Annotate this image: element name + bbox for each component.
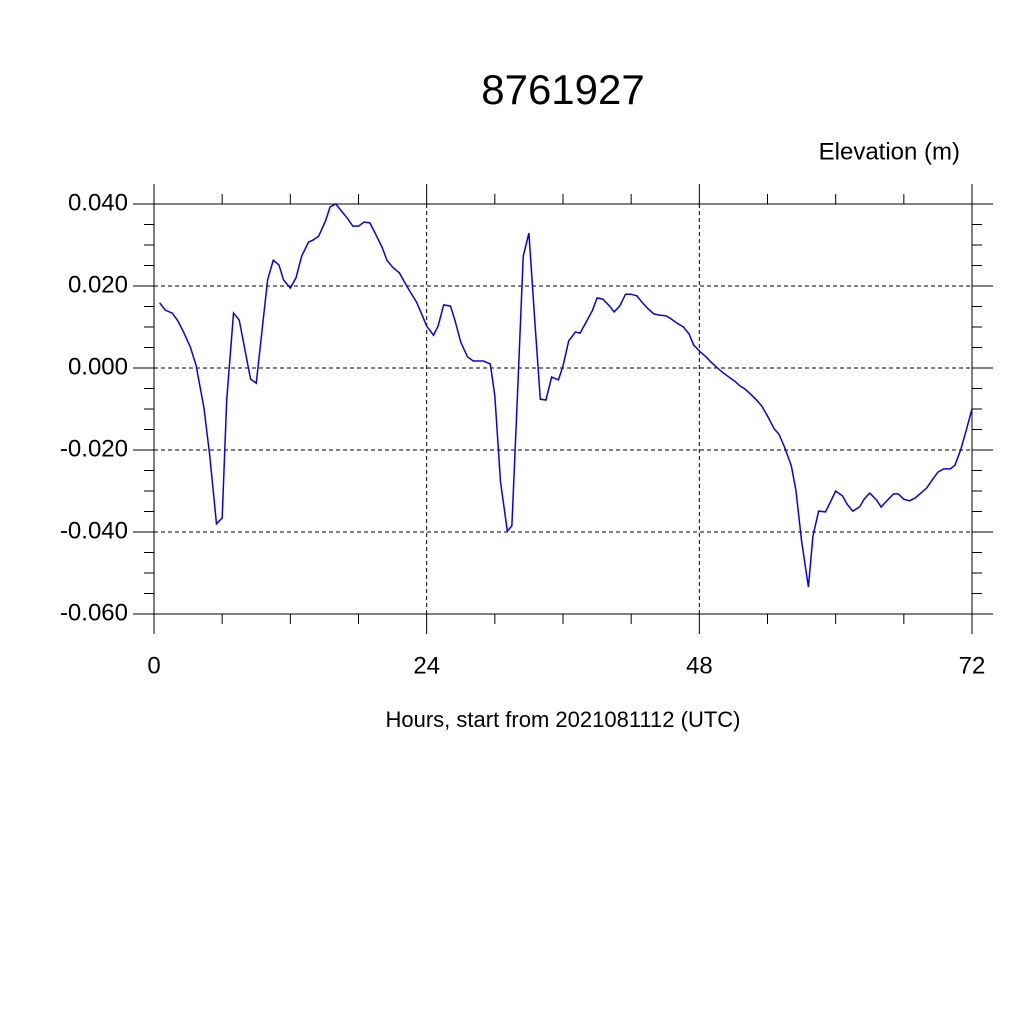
y-tick-label: -0.020	[60, 435, 128, 462]
plot-frame	[153, 203, 973, 615]
chart-subtitle: Elevation (m)	[819, 138, 960, 165]
y-tick-label: 0.020	[68, 271, 128, 298]
y-tick-label: 0.040	[68, 189, 128, 216]
x-tick-label: 48	[686, 652, 713, 679]
y-tick-label: -0.060	[60, 599, 128, 626]
data-line	[159, 203, 973, 588]
x-tick-label: 72	[959, 652, 986, 679]
y-tick-label: -0.040	[60, 517, 128, 544]
x-axis-label: Hours, start from 2021081112 (UTC)	[386, 707, 741, 732]
x-tick-label: 0	[147, 652, 160, 679]
y-tick-label: 0.000	[68, 353, 128, 380]
x-tick-label: 24	[413, 652, 440, 679]
chart-title: 8761927	[481, 66, 645, 113]
